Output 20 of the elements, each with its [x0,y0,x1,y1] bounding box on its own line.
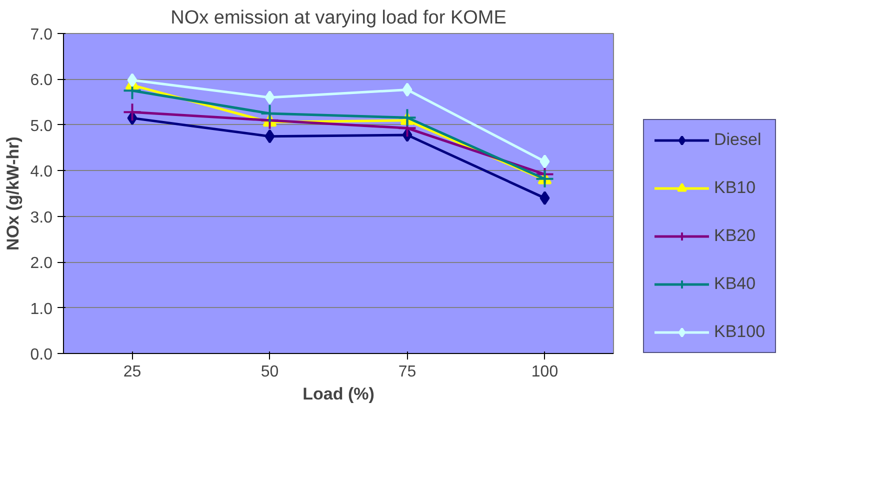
y-tick-label: 6.0 [30,72,53,90]
y-axis-title: NOx (g/kW-hr) [3,136,22,250]
y-tick-label: 0.0 [30,346,53,364]
x-axis-title: Load (%) [302,384,374,404]
legend-label: KB10 [714,178,756,198]
chart-title: NOx emission at varying load for KOME [170,8,506,28]
y-tick-label: 5.0 [30,118,53,135]
legend-label: KB40 [714,274,756,294]
x-tick-label: 75 [398,364,416,380]
x-tick-label: 25 [123,364,142,380]
y-tick-label: 7.0 [30,26,53,44]
x-tick-label: 50 [260,364,279,380]
legend-label: KB20 [714,226,756,246]
y-tick-label: 2.0 [30,255,53,272]
y-tick-label: 1.0 [30,300,53,318]
x-tick-label: 100 [531,364,558,380]
y-tick-label: 3.0 [30,209,53,226]
legend-label: Diesel [714,130,762,150]
y-tick-label: 4.0 [30,164,53,181]
legend-label: KB100 [714,322,766,342]
